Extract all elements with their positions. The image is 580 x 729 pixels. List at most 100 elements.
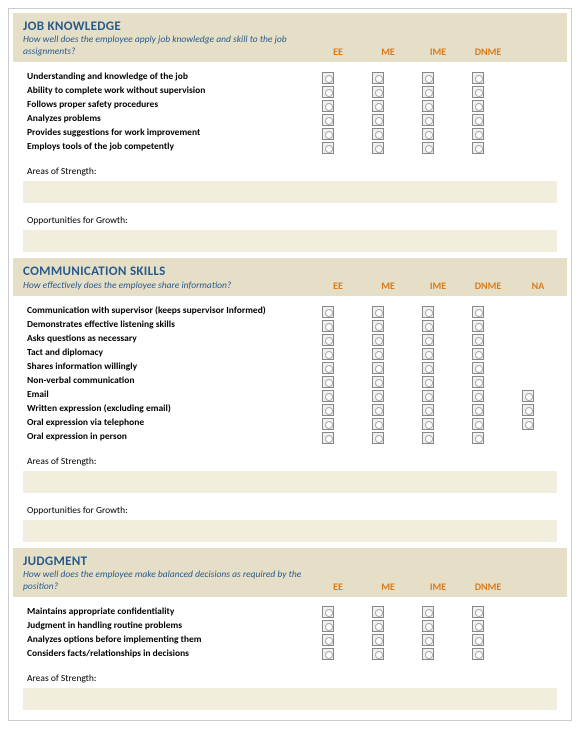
rating-radio[interactable] <box>472 376 484 388</box>
strengths-textbox[interactable] <box>23 688 557 710</box>
rating-radio[interactable] <box>422 348 434 360</box>
rating-radio[interactable] <box>522 418 534 430</box>
rating-radio[interactable] <box>322 606 334 618</box>
rating-column-header: IME <box>413 45 463 58</box>
rating-radio[interactable] <box>322 418 334 430</box>
rating-radio[interactable] <box>472 320 484 332</box>
rating-radio[interactable] <box>472 362 484 374</box>
radio-cell <box>303 605 353 619</box>
rating-radio[interactable] <box>422 334 434 346</box>
rating-radio[interactable] <box>472 128 484 140</box>
rating-radio[interactable] <box>322 86 334 98</box>
rating-radio[interactable] <box>372 86 384 98</box>
rating-radio[interactable] <box>372 362 384 374</box>
rating-radio[interactable] <box>422 606 434 618</box>
rating-radio[interactable] <box>422 128 434 140</box>
rating-radio[interactable] <box>372 142 384 154</box>
rating-radio[interactable] <box>372 128 384 140</box>
rating-radio[interactable] <box>422 418 434 430</box>
criteria-label: Follows proper safety procedures <box>27 98 303 111</box>
rating-radio[interactable] <box>372 306 384 318</box>
rating-radio[interactable] <box>422 142 434 154</box>
rating-radio[interactable] <box>422 404 434 416</box>
rating-radio[interactable] <box>322 306 334 318</box>
criteria-label: Oral expression in person <box>27 430 303 443</box>
rating-radio[interactable] <box>472 72 484 84</box>
rating-radio[interactable] <box>472 432 484 444</box>
rating-radio[interactable] <box>322 648 334 660</box>
rating-radio[interactable] <box>472 334 484 346</box>
rating-radio[interactable] <box>372 404 384 416</box>
radio-cells <box>303 126 557 140</box>
rating-radio[interactable] <box>372 114 384 126</box>
radio-cell <box>403 430 453 444</box>
rating-radio[interactable] <box>322 348 334 360</box>
rating-radio[interactable] <box>322 404 334 416</box>
rating-radio[interactable] <box>422 432 434 444</box>
rating-radio[interactable] <box>372 620 384 632</box>
rating-radio[interactable] <box>322 362 334 374</box>
rating-radio[interactable] <box>322 634 334 646</box>
rating-radio[interactable] <box>472 620 484 632</box>
rating-radio[interactable] <box>422 320 434 332</box>
rating-radio[interactable] <box>472 648 484 660</box>
rating-radio[interactable] <box>472 404 484 416</box>
rating-radio[interactable] <box>322 320 334 332</box>
rating-radio[interactable] <box>472 114 484 126</box>
rating-radio[interactable] <box>472 634 484 646</box>
rating-radio[interactable] <box>472 348 484 360</box>
rating-radio[interactable] <box>322 114 334 126</box>
rating-radio[interactable] <box>422 376 434 388</box>
strengths-textbox[interactable] <box>23 181 557 203</box>
rating-radio[interactable] <box>422 86 434 98</box>
rating-radio[interactable] <box>372 320 384 332</box>
section-subtitle: How well does the employee apply job kno… <box>23 34 313 58</box>
radio-cells <box>303 633 557 647</box>
rating-radio[interactable] <box>422 114 434 126</box>
rating-radio[interactable] <box>372 72 384 84</box>
rating-radio[interactable] <box>322 72 334 84</box>
rating-radio[interactable] <box>422 362 434 374</box>
rating-radio[interactable] <box>322 334 334 346</box>
rating-radio[interactable] <box>422 72 434 84</box>
rating-radio[interactable] <box>422 648 434 660</box>
rating-radio[interactable] <box>372 334 384 346</box>
rating-radio[interactable] <box>472 306 484 318</box>
rating-radio[interactable] <box>322 142 334 154</box>
rating-radio[interactable] <box>372 432 384 444</box>
rating-radio[interactable] <box>372 390 384 402</box>
rating-radio[interactable] <box>472 418 484 430</box>
rating-radio[interactable] <box>422 306 434 318</box>
rating-radio[interactable] <box>472 142 484 154</box>
rating-radio[interactable] <box>372 634 384 646</box>
rating-radio[interactable] <box>322 100 334 112</box>
rating-radio[interactable] <box>322 432 334 444</box>
rating-radio[interactable] <box>372 100 384 112</box>
rating-radio[interactable] <box>322 128 334 140</box>
rating-radio[interactable] <box>472 390 484 402</box>
rating-radio[interactable] <box>472 100 484 112</box>
rating-radio[interactable] <box>322 390 334 402</box>
radio-cell <box>353 70 403 84</box>
rating-radio[interactable] <box>372 606 384 618</box>
rating-radio[interactable] <box>372 348 384 360</box>
growth-textbox[interactable] <box>23 520 557 542</box>
rating-radio[interactable] <box>422 634 434 646</box>
radio-cell <box>453 112 503 126</box>
rating-radio[interactable] <box>422 390 434 402</box>
rating-radio[interactable] <box>422 100 434 112</box>
rating-radio[interactable] <box>322 620 334 632</box>
rating-radio[interactable] <box>522 390 534 402</box>
rating-radio[interactable] <box>372 376 384 388</box>
rating-radio[interactable] <box>522 404 534 416</box>
rating-radio[interactable] <box>422 620 434 632</box>
rating-radio[interactable] <box>472 606 484 618</box>
growth-textbox[interactable] <box>23 230 557 252</box>
rating-radio[interactable] <box>372 648 384 660</box>
rating-radio[interactable] <box>322 376 334 388</box>
strengths-textbox[interactable] <box>23 471 557 493</box>
rating-radio[interactable] <box>472 86 484 98</box>
radio-cell <box>303 84 353 98</box>
rating-column-header: DNME <box>463 580 513 593</box>
rating-radio[interactable] <box>372 418 384 430</box>
